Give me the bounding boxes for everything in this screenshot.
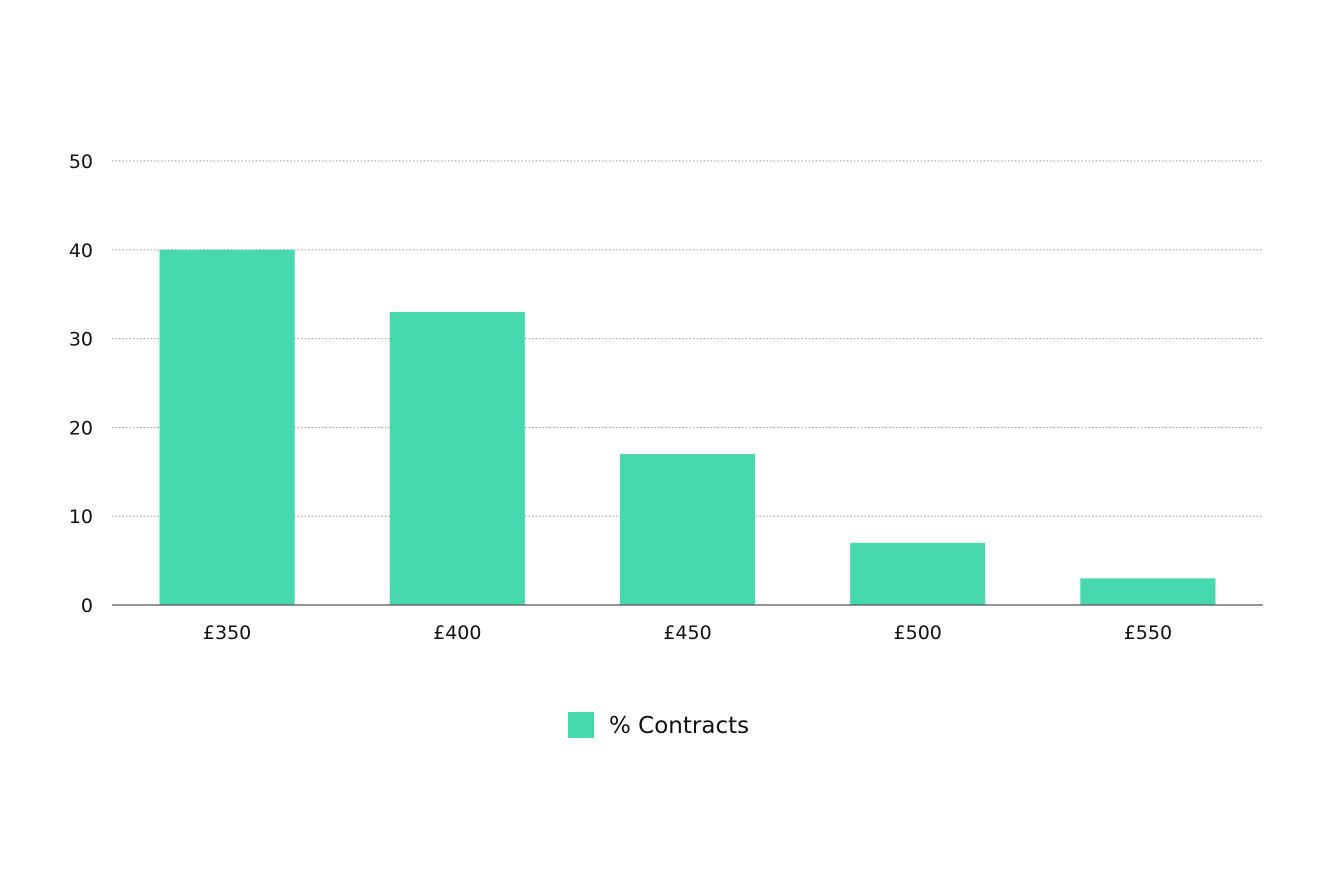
legend: % Contracts <box>568 712 749 739</box>
bar-0 <box>159 249 295 606</box>
bar-3 <box>850 542 986 605</box>
bars <box>159 249 1216 606</box>
bar-2 <box>619 454 756 605</box>
legend-swatch <box>568 712 594 738</box>
x-tick-label-3: £500 <box>894 622 942 644</box>
x-tick-label-2: £450 <box>663 622 711 644</box>
legend-label: % Contracts <box>609 713 749 739</box>
bar-4 <box>1080 578 1216 605</box>
y-tick-label-3: 30 <box>69 329 93 351</box>
y-tick-label-2: 20 <box>69 417 93 439</box>
tick-labels: 0 10 20 30 40 50 £350 £400 £450 £500 £550 <box>69 151 1172 644</box>
x-tick-label-1: £400 <box>433 622 481 644</box>
x-tick-label-0: £350 <box>203 622 251 644</box>
y-tick-label-0: 0 <box>81 595 93 617</box>
x-tick-label-4: £550 <box>1124 622 1172 644</box>
y-tick-label-4: 40 <box>69 240 93 262</box>
y-tick-label-1: 10 <box>69 506 93 528</box>
y-tick-label-5: 50 <box>69 151 93 173</box>
bar-1 <box>389 311 525 605</box>
